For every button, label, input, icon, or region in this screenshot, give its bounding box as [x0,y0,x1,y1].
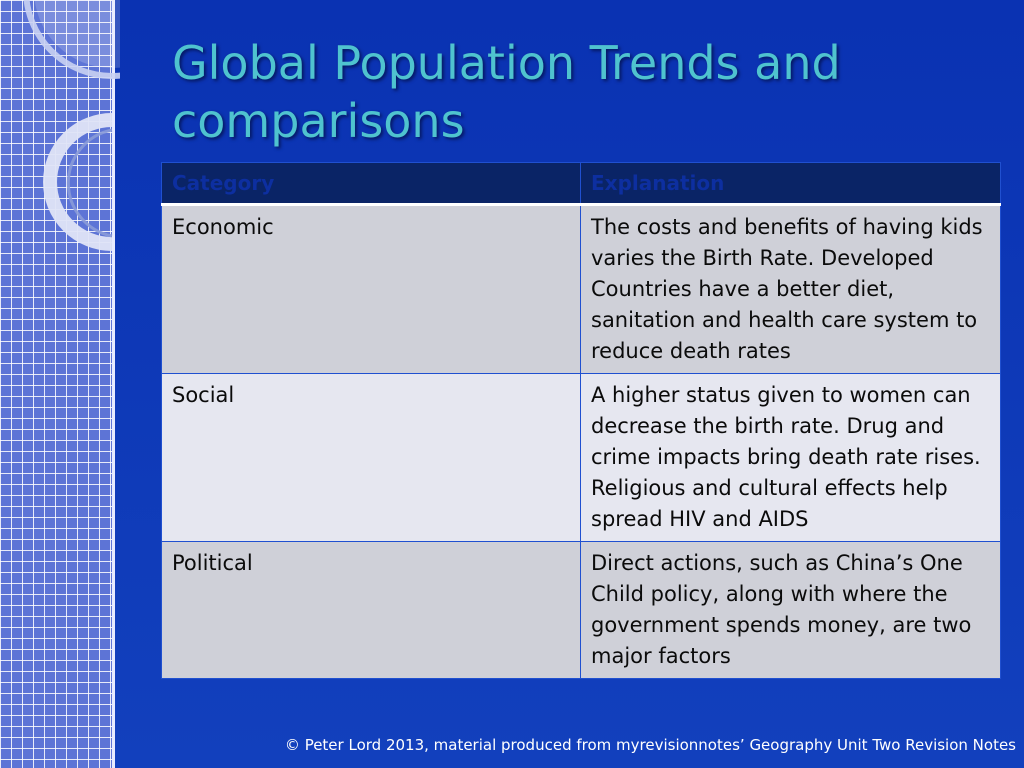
table-cell-category: Social [161,373,581,542]
decorative-arcs [23,0,120,251]
table-cell-explanation: A higher status given to women can decre… [580,373,1001,542]
table-row: Social A higher status given to women ca… [161,373,1001,542]
comparison-table: Category Explanation Economic The costs … [161,162,1001,679]
strip-divider [112,0,115,768]
table-cell-explanation: The costs and benefits of having kids va… [580,204,1001,374]
column-header-explanation: Explanation [580,162,1001,206]
table-cell-explanation: Direct actions, such as China’s One Chil… [580,541,1001,679]
table-row: Political Direct actions, such as China’… [161,541,1001,679]
column-header-category: Category [161,162,581,206]
table-header-row: Category Explanation [161,162,1001,206]
table-cell-category: Political [161,541,581,679]
slide-title: Global Population Trends and comparisons [172,36,841,148]
table-row: Economic The costs and benefits of havin… [161,204,1001,374]
copyright-footer: © Peter Lord 2013, material produced fro… [284,736,1016,754]
table-cell-category: Economic [161,204,581,374]
